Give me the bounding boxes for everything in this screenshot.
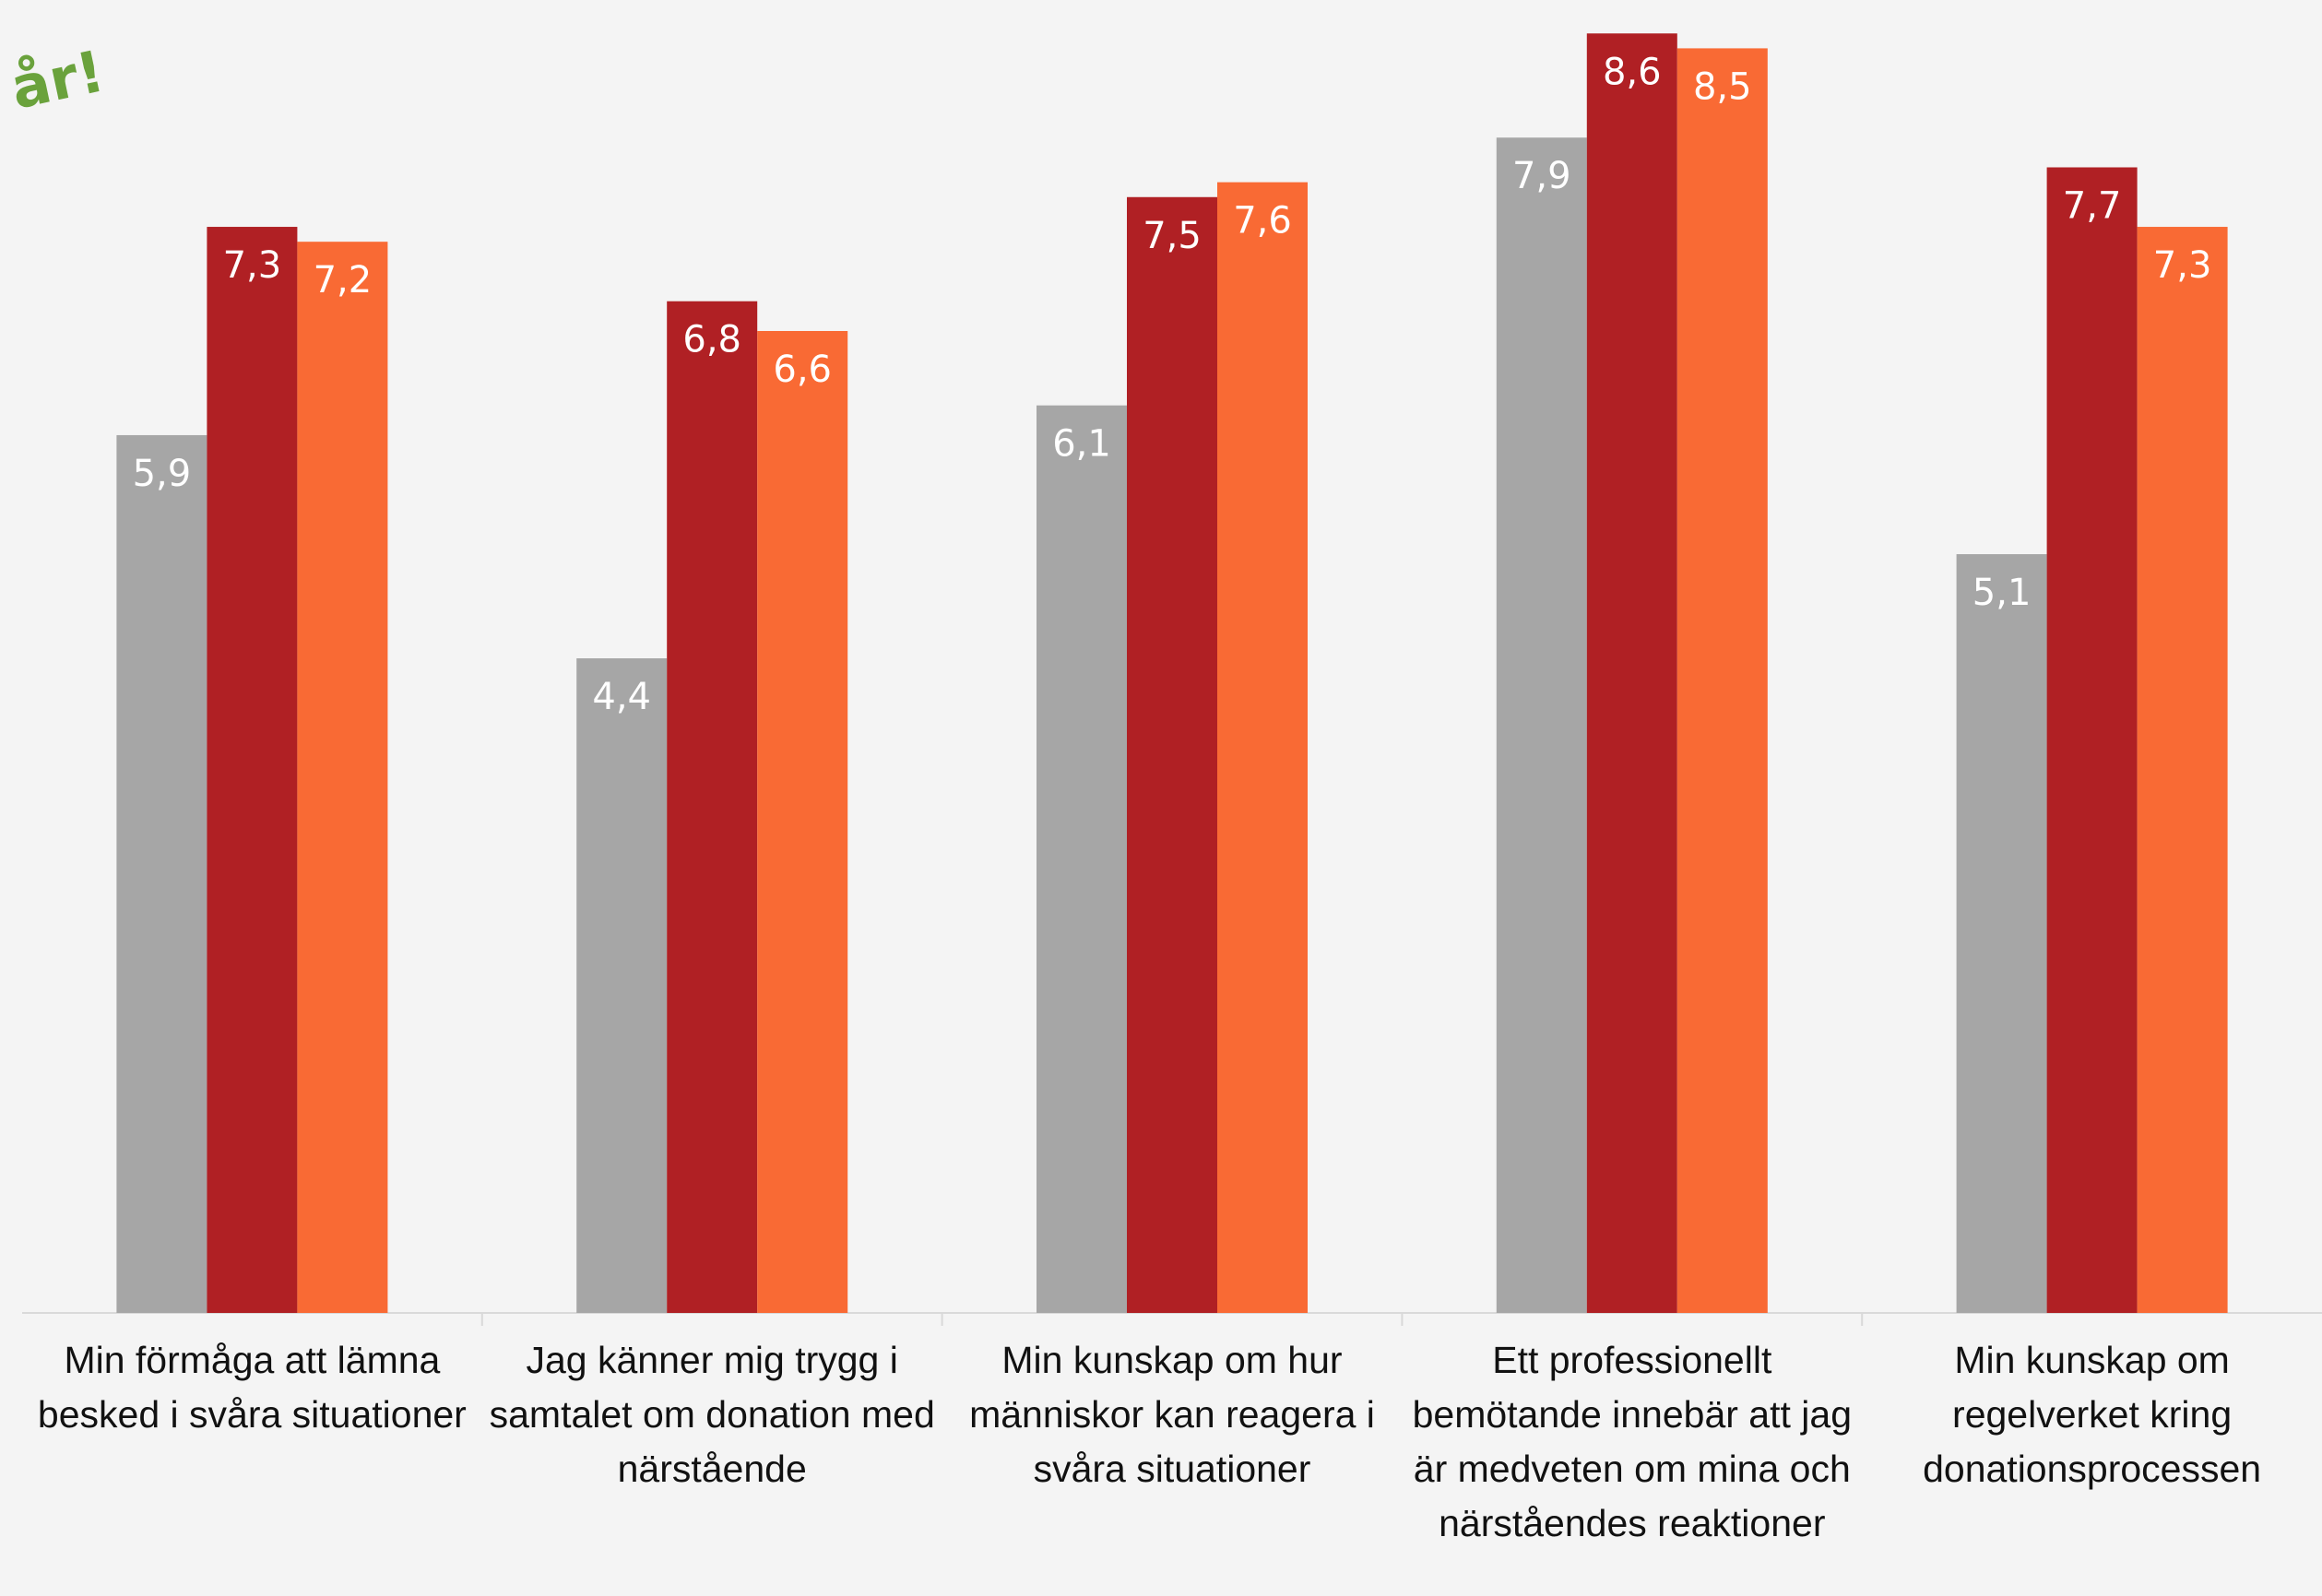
bar — [1956, 554, 2047, 1313]
bar — [1586, 33, 1677, 1314]
value-label: 4,4 — [592, 676, 651, 718]
bar — [1217, 182, 1308, 1314]
value-label: 7,2 — [314, 259, 373, 301]
bar — [2137, 227, 2228, 1314]
value-label: 5,9 — [133, 453, 192, 495]
value-label: 5,1 — [1973, 572, 2032, 614]
x-tick-label: Min kunskap om regelverket kring donatio… — [1923, 1339, 2262, 1490]
bar — [1127, 196, 1217, 1314]
value-label: 6,1 — [1052, 423, 1111, 466]
value-label: 7,7 — [2063, 185, 2122, 228]
bar — [2046, 167, 2138, 1313]
value-label: 8,5 — [1693, 65, 1752, 108]
bar — [1496, 137, 1587, 1313]
bar — [576, 658, 668, 1313]
x-tick-label: Ett professionellt bemötande innebär att… — [1412, 1339, 1852, 1544]
bar — [757, 331, 848, 1313]
bar — [1676, 48, 1768, 1314]
bar — [667, 301, 758, 1313]
x-tick-label: Min förmåga att lämna besked i svåra sit… — [37, 1339, 467, 1436]
value-label: 8,6 — [1603, 51, 1662, 93]
value-label: 7,6 — [1233, 200, 1292, 242]
value-label: 7,9 — [1512, 155, 1571, 197]
bar — [297, 242, 388, 1313]
value-label: 7,3 — [223, 244, 282, 287]
value-label: 6,6 — [773, 349, 832, 391]
bar — [116, 434, 207, 1313]
bar — [207, 227, 298, 1314]
bar — [1037, 405, 1127, 1313]
x-tick-label: Jag känner mig trygg i samtalet om donat… — [489, 1339, 935, 1490]
value-label: 7,5 — [1143, 215, 1202, 257]
x-tick-label: Min kunskap om hur människor kan reagera… — [969, 1339, 1375, 1490]
value-label: 6,8 — [682, 319, 741, 361]
value-label: 7,3 — [2153, 244, 2212, 287]
